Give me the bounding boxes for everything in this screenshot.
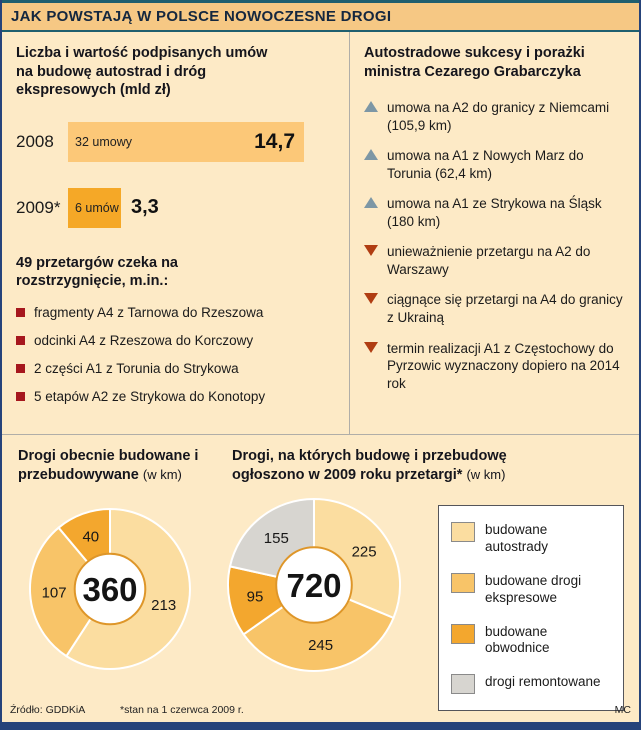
legend-swatch-autostrady <box>451 522 475 542</box>
section-divider <box>2 434 639 435</box>
chart-legend: budowane autostrady budowane drogi ekspr… <box>438 505 624 712</box>
list-item: umowa na A1 z Nowych Marz do Torunia (62… <box>364 147 629 182</box>
legend-label: budowane drogi ekspresowe <box>485 572 582 605</box>
page-title: JAK POWSTAJĄ W POLSCE NOWOCZESNE DROGI <box>11 8 392 25</box>
tenders-list-title: 49 przetargów czeka na rozstrzygnięcie, … <box>16 254 178 290</box>
list-item: 5 etapów A2 ze Strykowa do Konotopy <box>16 389 337 404</box>
item-text: unieważnienie przetargu na A2 do Warszaw… <box>387 244 591 277</box>
top-section: Liczba i wartość podpisanych umów na bud… <box>2 32 639 434</box>
svg-text:213: 213 <box>151 597 176 614</box>
legend-swatch-ekspresowe <box>451 572 475 593</box>
bottom-border-bar <box>2 722 639 730</box>
bullet-square-icon <box>16 335 25 345</box>
up-triangle-icon <box>364 101 378 113</box>
list-item: umowa na A2 do granicy z Niemcami (105,9… <box>364 99 629 134</box>
successes-failures-list: umowa na A2 do granicy z Niemcami (105,9… <box>364 99 629 392</box>
item-text: umowa na A2 do granicy z Niemcami (105,9… <box>387 100 610 133</box>
legend-swatch-remontowane <box>451 674 475 695</box>
list-item: umowa na A1 ze Strykowa na Śląsk (180 km… <box>364 195 629 230</box>
bar-2009: 6 umów <box>68 187 121 228</box>
up-triangle-icon <box>364 149 378 161</box>
bar-chart-title: Liczba i wartość podpisanych umów na bud… <box>16 45 268 99</box>
tender-text: 2 części A1 z Torunia do Strykowa <box>34 360 239 376</box>
down-triangle-icon <box>364 341 378 353</box>
header-bar: JAK POWSTAJĄ W POLSCE NOWOCZESNE DROGI <box>2 0 639 32</box>
tender-text: 5 etapów A2 ze Strykowa do Konotopy <box>34 388 266 404</box>
list-item: odcinki A4 z Rzeszowa do Korczowy <box>16 333 337 348</box>
donut1-title: Drogi obecnie budowane i przebudowywane … <box>18 448 199 483</box>
bullet-square-icon <box>16 391 25 401</box>
donut-chart-current: 213 107 40 360 <box>28 507 192 676</box>
svg-text:360: 360 <box>82 571 137 608</box>
successes-failures-title: Autostradowe sukcesy i porażki ministra … <box>364 45 585 80</box>
bar-annotation: 6 umów <box>75 200 119 215</box>
donut-chart-tenders: 225 245 95 155 720 <box>226 497 402 678</box>
footer: Źródło: GDDKiA *stan na 1 czerwca 2009 r… <box>2 704 639 720</box>
up-triangle-icon <box>364 197 378 209</box>
bar-year-label: 2009* <box>16 197 61 217</box>
item-text: umowa na A1 z Nowych Marz do Torunia (62… <box>387 148 584 181</box>
svg-text:155: 155 <box>264 530 289 547</box>
contracts-bar-chart: 2008 32 umowy 14,7 2009* 6 umów 3 <box>16 121 337 228</box>
donut2-title: Drogi, na których budowę i przebudowę og… <box>232 448 507 483</box>
list-item: 2 części A1 z Torunia do Strykowa <box>16 361 337 376</box>
bar-row-2008: 2008 32 umowy 14,7 <box>16 121 337 162</box>
svg-text:107: 107 <box>42 584 67 601</box>
legend-swatch-obwodnice <box>451 623 475 644</box>
bar-annotation: 32 umowy <box>75 134 132 149</box>
footnote: *stan na 1 czerwca 2009 r. <box>120 704 244 716</box>
left-column: Liczba i wartość podpisanych umów na bud… <box>2 32 350 434</box>
svg-text:225: 225 <box>352 544 377 561</box>
tender-text: fragmenty A4 z Tarnowa do Rzeszowa <box>34 304 264 320</box>
list-item: termin realizacji A1 z Częstochowy do Py… <box>364 340 629 393</box>
unit-label: (w km) <box>466 466 506 482</box>
legend-label: drogi remontowane <box>485 674 601 690</box>
tenders-list: fragmenty A4 z Tarnowa do Rzeszowa odcin… <box>16 305 337 404</box>
bar-year-label: 2008 <box>16 131 54 151</box>
bar-row-2009: 2009* 6 umów 3,3 <box>16 187 337 228</box>
bullet-square-icon <box>16 363 25 373</box>
legend-item: budowane drogi ekspresowe <box>451 572 611 607</box>
svg-text:40: 40 <box>82 528 99 545</box>
svg-text:245: 245 <box>308 637 333 654</box>
item-text: ciągnące się przetargi na A4 do granicy … <box>387 292 623 326</box>
bar-2008: 32 umowy 14,7 <box>68 121 304 162</box>
list-item: ciągnące się przetargi na A4 do granicy … <box>364 291 629 326</box>
svg-text:720: 720 <box>286 567 341 604</box>
item-text: termin realizacji A1 z Częstochowy do Py… <box>387 340 620 391</box>
tender-text: odcinki A4 z Rzeszowa do Korczowy <box>34 332 254 348</box>
down-triangle-icon <box>364 245 378 257</box>
down-triangle-icon <box>364 293 378 305</box>
legend-item: budowane obwodnice <box>451 623 611 658</box>
legend-label: budowane obwodnice <box>485 623 550 656</box>
bar-value: 3,3 <box>131 196 159 219</box>
item-text: umowa na A1 ze Strykowa na Śląsk (180 km… <box>387 196 602 229</box>
unit-label: (w km) <box>142 466 182 482</box>
list-item: fragmenty A4 z Tarnowa do Rzeszowa <box>16 305 337 320</box>
svg-text:95: 95 <box>247 589 264 606</box>
source-note: Źródło: GDDKiA <box>10 704 86 716</box>
legend-label: budowane autostrady <box>485 522 549 554</box>
right-column: Autostradowe sukcesy i porażki ministra … <box>350 32 639 434</box>
legend-item: drogi remontowane <box>451 674 611 695</box>
bottom-section: Drogi obecnie budowane i przebudowywane … <box>2 435 639 712</box>
list-item: unieważnienie przetargu na A2 do Warszaw… <box>364 243 629 278</box>
bar-value: 14,7 <box>254 129 295 153</box>
bullet-square-icon <box>16 307 25 317</box>
credit: MC <box>614 704 631 716</box>
legend-item: budowane autostrady <box>451 522 611 556</box>
